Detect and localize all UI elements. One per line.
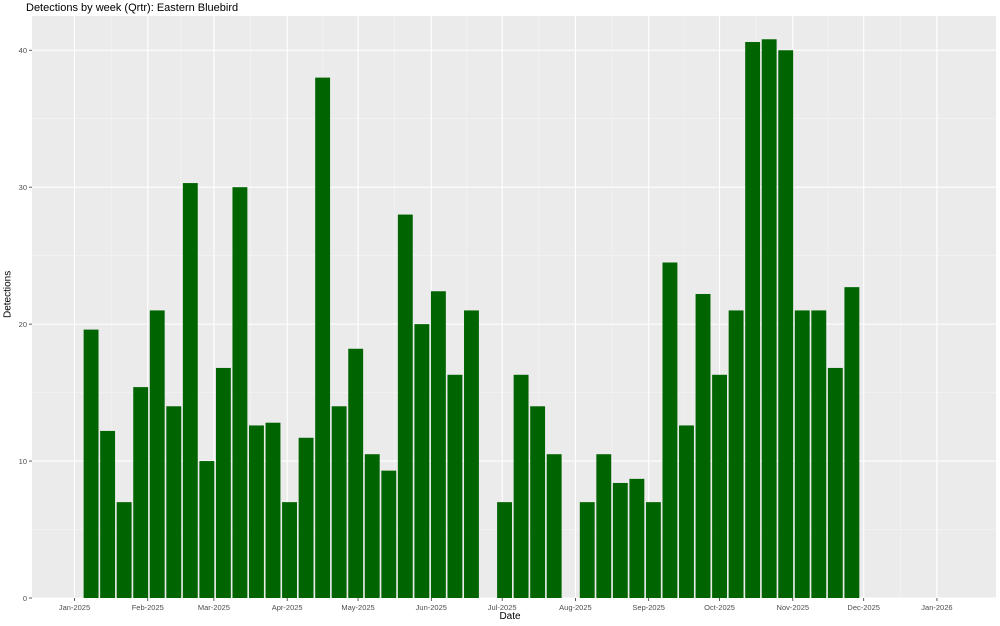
bar <box>596 454 612 598</box>
x-tick-label: Feb-2025 <box>132 603 164 612</box>
bar <box>116 502 132 598</box>
chart-title: Detections by week (Qrtr): Eastern Blueb… <box>26 2 239 14</box>
bar <box>100 430 116 598</box>
bar <box>712 374 728 598</box>
y-tick-label: 20 <box>19 320 27 329</box>
x-tick-label: Oct-2025 <box>704 603 735 612</box>
bar <box>166 406 182 598</box>
bar <box>579 502 595 598</box>
bar <box>265 422 281 598</box>
bar <box>629 478 645 598</box>
bar <box>133 387 149 598</box>
x-tick-label: Jan-2026 <box>921 603 952 612</box>
bar <box>364 454 380 598</box>
bar <box>83 329 99 598</box>
x-tick-label: Nov-2025 <box>777 603 810 612</box>
bar <box>662 262 678 598</box>
y-tick-label: 0 <box>23 594 27 603</box>
bar <box>745 42 761 599</box>
bar <box>679 425 694 598</box>
x-tick-label: Jun-2025 <box>416 603 447 612</box>
x-tick-label: Aug-2025 <box>559 603 592 612</box>
bar <box>215 367 231 598</box>
bar <box>530 406 546 598</box>
bar <box>199 461 215 598</box>
x-tick-label: Apr-2025 <box>272 603 303 612</box>
x-tick-label: Sep-2025 <box>632 603 665 612</box>
x-tick-label: Jan-2025 <box>59 603 90 612</box>
bar <box>430 291 446 598</box>
bar <box>298 437 314 598</box>
bar <box>464 310 479 598</box>
bar <box>844 287 860 598</box>
y-tick-label: 30 <box>19 183 27 192</box>
x-tick-label: Dec-2025 <box>847 603 880 612</box>
bar <box>811 310 827 598</box>
x-axis-label: Date <box>499 611 521 622</box>
bar <box>232 187 248 599</box>
y-tick-label: 10 <box>19 457 27 466</box>
bar <box>348 348 364 598</box>
bar <box>182 183 198 598</box>
bar <box>794 310 810 598</box>
y-tick-label: 40 <box>19 46 27 55</box>
bar <box>761 39 777 598</box>
bar <box>645 502 661 598</box>
x-tick-label: Mar-2025 <box>198 603 230 612</box>
bar <box>447 374 463 598</box>
bar <box>331 406 347 598</box>
bar <box>612 482 628 598</box>
bar <box>827 367 843 598</box>
bar <box>513 374 529 598</box>
bar <box>497 502 512 598</box>
bar <box>778 50 794 599</box>
x-tick-label: May-2025 <box>341 603 374 612</box>
x-tick-label: Jul-2025 <box>488 603 517 612</box>
bar <box>381 470 397 598</box>
bar <box>315 77 331 598</box>
bar <box>249 425 264 598</box>
bar <box>546 454 562 598</box>
bar <box>282 502 297 598</box>
bar <box>414 324 430 598</box>
bar <box>397 214 413 599</box>
bar <box>149 310 165 598</box>
bar <box>695 293 711 598</box>
bar <box>728 310 744 598</box>
